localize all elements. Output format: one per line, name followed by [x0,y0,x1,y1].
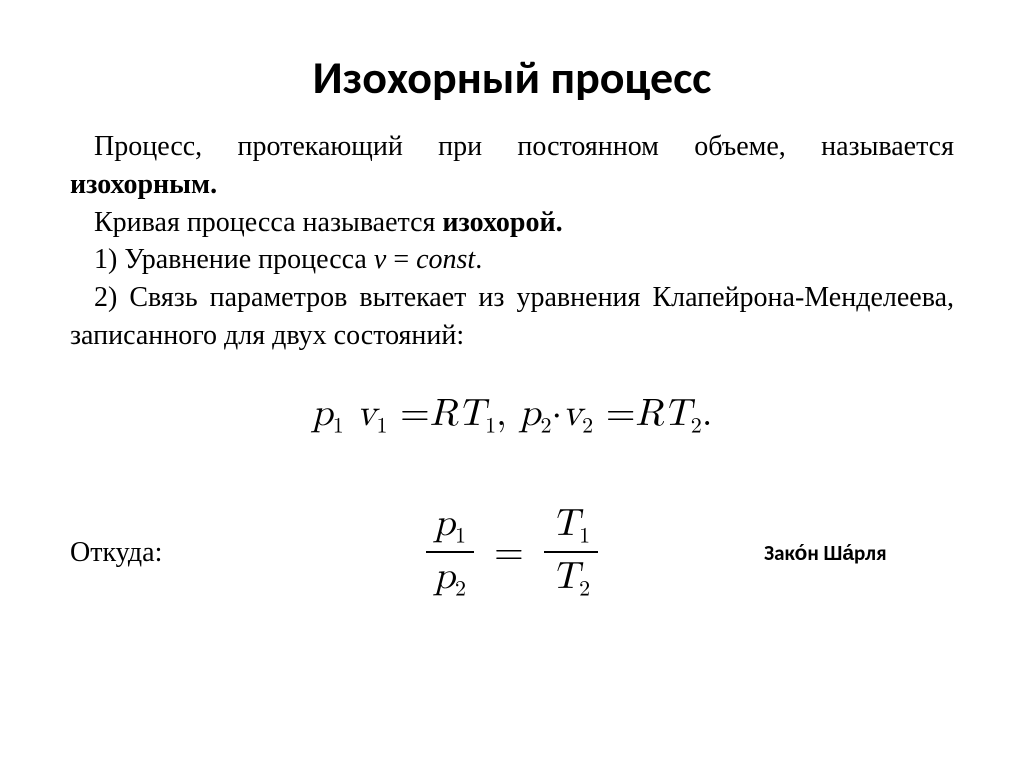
body-text: Процесс, протекающий при постоянном объе… [70,128,954,355]
sub-2: 2 [579,579,590,601]
comma: , [496,395,519,433]
sub-1: 1 [333,415,344,437]
var-v: v [374,244,386,275]
slide-title: Изохорный процесс [70,50,954,106]
sub-2: 2 [582,415,593,437]
denominator: p2 [426,551,474,602]
law-name: Зако́н Ша́рля [754,540,954,566]
var-v: v [356,395,376,433]
sub-1: 1 [579,526,590,548]
text: = [386,244,416,275]
fraction-t: T1 T2 [544,504,598,602]
denominator: T2 [544,551,598,602]
term-isochoric: изохорным. [70,169,217,200]
equation-states: p1 v1 =RT1, p2·v2 =RT2. [70,391,954,440]
paragraph-definition: Процесс, протекающий при постоянном объе… [70,128,954,204]
var-p: p [434,558,455,596]
sub-1: 1 [376,415,387,437]
sub-2: 2 [691,415,702,437]
paragraph-eqn: 1) Уравнение процесса v = const. [70,241,954,279]
var-p: p [312,395,333,433]
var-p: p [519,395,540,433]
fraction-p: p1 p2 [426,504,474,602]
sub-2: 2 [540,415,551,437]
numerator: T1 [544,504,598,551]
var-p: p [434,505,455,543]
numerator: p1 [426,504,474,551]
var-T: T [552,505,579,543]
row-result: Откуда: p1 p2 = T1 T2 Зако́н Ша́рля [70,504,954,602]
var-v: v [562,395,582,433]
label-whence: Откуда: [70,537,270,569]
text: Кривая процесса называется [94,207,442,238]
text: 1) Уравнение процесса [94,244,374,275]
period: . [702,395,713,433]
const: const [416,244,475,275]
text: Процесс, протекающий при постоянном объе… [94,131,954,162]
text: . [475,244,482,275]
term-isochore: изохорой. [442,207,562,238]
dot: · [552,395,563,433]
var-T: T [663,395,690,433]
eq-sign: = [400,395,430,433]
sub-1: 1 [455,526,466,548]
equation-ratio: p1 p2 = T1 T2 [426,504,598,602]
var-T: T [458,395,485,433]
slide: Изохорный процесс Процесс, протекающий п… [0,0,1024,767]
var-R: R [635,395,663,433]
sub-2: 2 [455,579,466,601]
paragraph-relation: 2) Связь параметров вытекает из уравнени… [70,279,954,355]
eq-sign: = [488,530,530,576]
sub-1: 1 [485,415,496,437]
eq-sign: = [606,395,636,433]
var-R: R [430,395,458,433]
var-T: T [552,558,579,596]
paragraph-curve: Кривая процесса называется изохорой. [70,204,954,242]
